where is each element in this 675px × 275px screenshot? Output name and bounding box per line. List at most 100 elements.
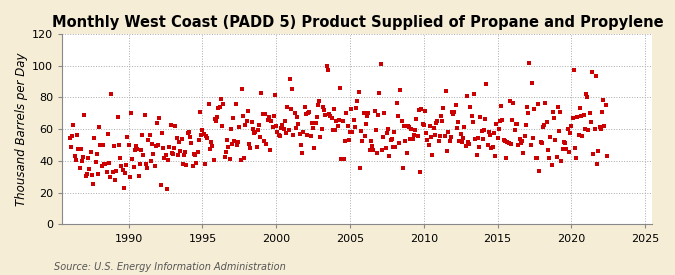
Point xyxy=(404,125,414,130)
Point xyxy=(76,159,87,163)
Point xyxy=(486,146,497,151)
Point xyxy=(126,111,136,115)
Point xyxy=(278,127,289,131)
Point xyxy=(367,144,377,148)
Point xyxy=(235,158,246,163)
Point xyxy=(136,148,146,152)
Point xyxy=(181,162,192,167)
Point xyxy=(246,120,257,124)
Point xyxy=(230,102,241,107)
Point xyxy=(154,116,165,120)
Point xyxy=(504,98,515,103)
Point xyxy=(134,162,145,167)
Point xyxy=(425,124,435,128)
Point xyxy=(92,171,103,176)
Point xyxy=(438,106,449,110)
Point xyxy=(472,136,483,141)
Point xyxy=(485,133,495,138)
Point xyxy=(555,110,566,114)
Point xyxy=(233,140,244,144)
Point xyxy=(577,134,588,138)
Point xyxy=(520,122,531,127)
Point xyxy=(252,128,263,132)
Point xyxy=(491,121,502,126)
Point xyxy=(583,128,594,132)
Point xyxy=(131,144,142,148)
Point xyxy=(378,134,389,139)
Point xyxy=(489,154,500,158)
Point xyxy=(326,116,337,121)
Point xyxy=(234,125,245,129)
Point xyxy=(375,62,386,66)
Point xyxy=(133,174,144,178)
Point xyxy=(587,69,597,74)
Point xyxy=(336,157,347,161)
Point xyxy=(170,123,181,128)
Point xyxy=(211,119,221,123)
Point xyxy=(394,141,404,145)
Point xyxy=(386,137,397,141)
Point xyxy=(598,98,609,103)
Point xyxy=(288,133,299,138)
Point xyxy=(487,145,498,149)
Point xyxy=(479,127,489,132)
Point xyxy=(565,131,576,136)
Point xyxy=(558,140,569,144)
Point xyxy=(95,143,106,147)
Point xyxy=(313,103,323,107)
Point xyxy=(360,122,371,127)
Point xyxy=(512,122,522,126)
Point xyxy=(262,118,273,123)
Point xyxy=(236,87,247,91)
Point xyxy=(306,121,317,126)
Point xyxy=(197,128,208,133)
Point xyxy=(390,145,401,149)
Point xyxy=(281,131,292,135)
Point xyxy=(357,138,368,143)
Point xyxy=(354,166,365,170)
Point xyxy=(476,129,487,133)
Point xyxy=(420,109,431,113)
Point xyxy=(449,110,460,114)
Point xyxy=(227,142,238,146)
Point xyxy=(338,119,348,124)
Point xyxy=(314,99,325,104)
Point xyxy=(99,162,109,167)
Point xyxy=(507,118,518,122)
Point xyxy=(227,116,238,120)
Point xyxy=(385,137,396,142)
Point xyxy=(143,138,154,142)
Point xyxy=(321,64,332,68)
Point xyxy=(568,68,579,72)
Point xyxy=(279,119,290,123)
Point xyxy=(265,148,275,152)
Point xyxy=(175,149,186,154)
Point xyxy=(325,114,335,119)
Point xyxy=(329,107,340,111)
Point xyxy=(543,148,554,152)
Point xyxy=(410,128,421,133)
Point xyxy=(573,133,584,138)
Point xyxy=(202,136,213,141)
Point xyxy=(169,145,180,150)
Point xyxy=(363,111,374,115)
Point xyxy=(516,141,526,145)
Point xyxy=(428,126,439,130)
Point xyxy=(348,118,359,122)
Point xyxy=(248,127,259,131)
Point xyxy=(503,141,514,145)
Point xyxy=(269,114,279,119)
Point xyxy=(384,153,395,158)
Point xyxy=(145,158,156,163)
Point xyxy=(138,153,149,158)
Point xyxy=(585,120,596,124)
Point xyxy=(351,106,362,110)
Point xyxy=(239,156,250,160)
Point xyxy=(373,112,383,117)
Point xyxy=(446,135,456,140)
Point xyxy=(244,142,254,146)
Point xyxy=(173,140,184,144)
Point xyxy=(232,143,242,147)
Point xyxy=(212,115,223,120)
Point xyxy=(310,121,321,125)
